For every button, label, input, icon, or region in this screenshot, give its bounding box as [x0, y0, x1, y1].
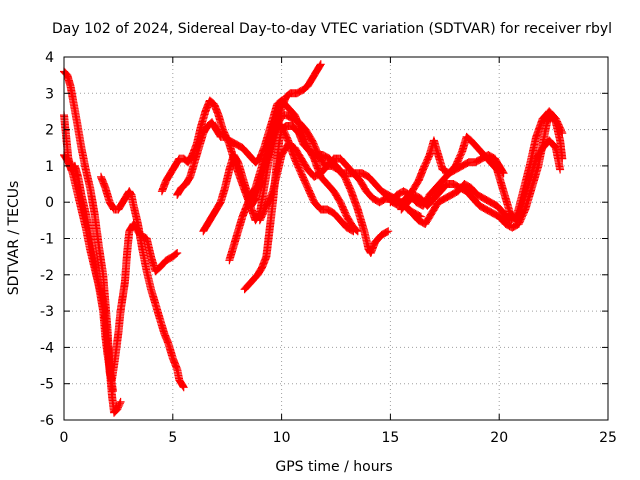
series-track-10 [255, 140, 423, 225]
y-tick-label: 1 [45, 159, 54, 175]
x-tick-label: 10 [273, 430, 291, 446]
y-axis-label: SDTVAR / TECUs [6, 181, 22, 296]
data-point-markers [408, 107, 567, 228]
x-tick-label: 25 [599, 430, 617, 446]
series-track-4 [97, 172, 188, 392]
x-tick-label: 20 [490, 430, 508, 446]
y-tick-label: -4 [40, 340, 54, 356]
y-tick-label: 4 [45, 50, 54, 66]
data-markers [60, 60, 567, 417]
y-tick-label: 0 [45, 195, 54, 211]
series-track-14 [408, 107, 567, 228]
x-tick-label: 0 [60, 430, 69, 446]
data-point-markers [255, 140, 423, 225]
y-tick-label: 2 [45, 123, 54, 139]
y-tick-label: -1 [40, 232, 54, 248]
x-axis-label: GPS time / hours [275, 459, 392, 475]
x-tick-label: 15 [381, 430, 399, 446]
y-tick-label: -6 [40, 413, 54, 429]
chart-title: Day 102 of 2024, Sidereal Day-to-day VTE… [52, 21, 612, 37]
data-point-markers [97, 172, 188, 392]
axis-ticks: 0 5 10 15 20 25 -6 -5 -4 -3 -2 -1 0 1 2 3 4 [40, 50, 617, 446]
y-tick-label: -3 [40, 304, 54, 320]
y-tick-label: -5 [40, 377, 54, 393]
y-tick-label: 3 [45, 86, 54, 102]
x-tick-label: 5 [168, 430, 177, 446]
y-tick-label: -2 [40, 268, 54, 284]
